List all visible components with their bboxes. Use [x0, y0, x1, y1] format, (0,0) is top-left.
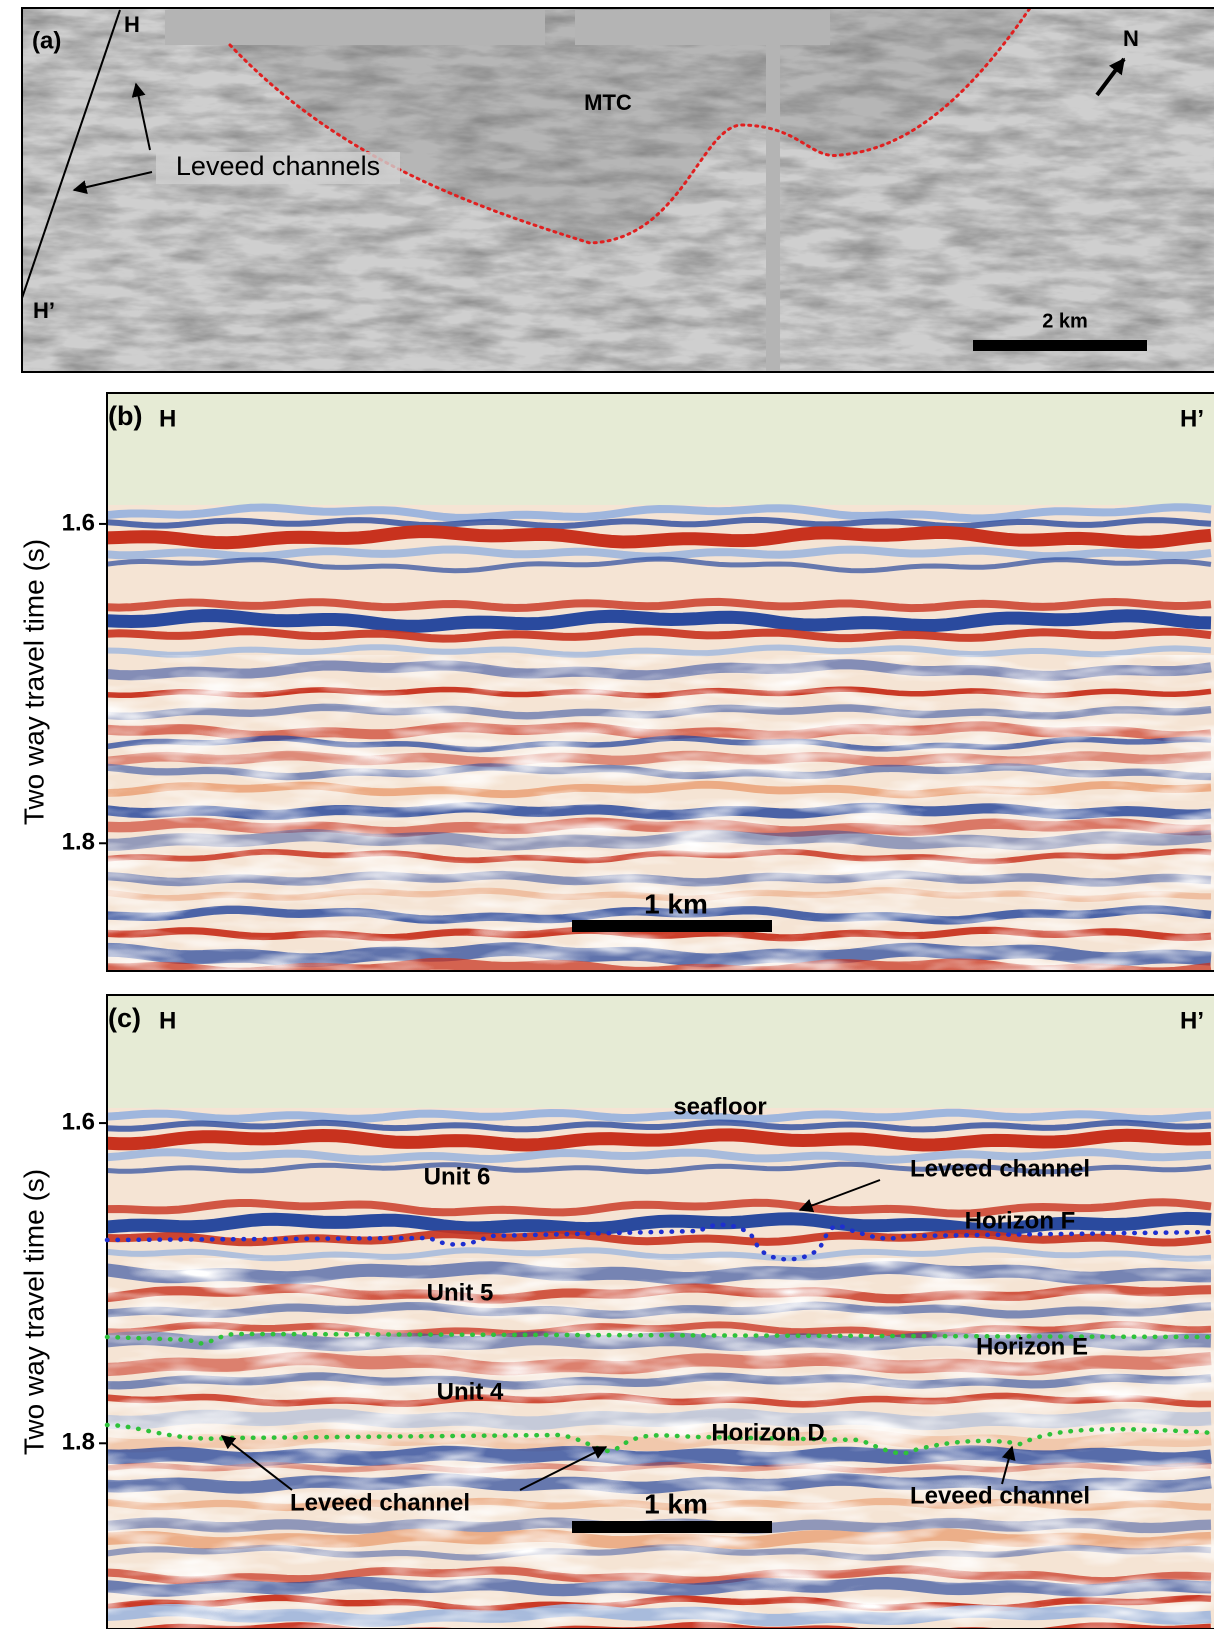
- reflector: [107, 503, 1212, 523]
- panel-label: (b): [108, 401, 142, 431]
- annotation: Horizon E: [976, 1333, 1088, 1360]
- section-end: H’: [1180, 1007, 1204, 1034]
- annotation: Leveed channel: [290, 1489, 470, 1516]
- reflector: [107, 1148, 1212, 1164]
- panel-label: (c): [108, 1003, 141, 1033]
- scale-label: 2 km: [1042, 310, 1088, 332]
- annotation: Unit 6: [424, 1163, 491, 1190]
- mtc-boundary: [228, 8, 1032, 245]
- reflector: [107, 1108, 1212, 1124]
- pointer-arrow: [1001, 1445, 1016, 1485]
- label-backdrop: [156, 152, 400, 184]
- seismic-section: [107, 393, 1214, 993]
- pointer-arrow: [72, 171, 153, 194]
- section-end: H’: [33, 298, 55, 323]
- reflector: [107, 516, 1212, 530]
- reflector: [107, 597, 1212, 613]
- pointer-arrow: [131, 82, 151, 151]
- seismic-noise: [107, 655, 1214, 971]
- section-line: [22, 9, 121, 299]
- reflector: [107, 1161, 1212, 1175]
- reflector: [107, 644, 1212, 658]
- data-gap: [165, 10, 545, 45]
- pointer-arrow: [798, 1179, 881, 1213]
- annotation: Unit 5: [427, 1279, 494, 1306]
- y-tick-label: 1.6: [62, 509, 95, 536]
- mtc-texture: [230, 8, 1030, 243]
- section-end: H’: [1180, 405, 1204, 432]
- section-start: H: [124, 12, 140, 37]
- pointer-arrow: [519, 1446, 608, 1491]
- annotation: seafloor: [673, 1093, 766, 1120]
- reflector: [107, 1128, 1212, 1152]
- panel-border: [106, 994, 1214, 1629]
- data-gap: [575, 10, 830, 45]
- reflector: [107, 1119, 1212, 1133]
- reflector: [107, 1211, 1212, 1237]
- panel-a: [22, 8, 1214, 372]
- scale-label: 1 km: [644, 1488, 708, 1519]
- seismic-section: [107, 995, 1214, 1629]
- reflector: [107, 1246, 1212, 1262]
- y-tick-label: 1.8: [62, 829, 95, 856]
- annotation: Horizon D: [711, 1419, 824, 1446]
- reflector: [107, 987, 1211, 993]
- panel-border: [21, 7, 1214, 373]
- data-gap: [766, 10, 780, 372]
- annotation: Unit 4: [437, 1378, 504, 1405]
- annotation: Leveed channel: [910, 1155, 1090, 1182]
- north-arrow: [1095, 57, 1126, 97]
- north-label: N: [1123, 26, 1139, 51]
- horizon-line: [104, 1222, 1214, 1262]
- scale-bar: [572, 920, 772, 932]
- horizon-line: [104, 1331, 1214, 1346]
- panel-border: [106, 392, 1214, 972]
- reflector: [107, 545, 1212, 561]
- panel-label: (a): [32, 27, 61, 54]
- y-tick-label: 1.6: [62, 1108, 95, 1135]
- reflector: [107, 556, 1212, 574]
- annotation: Leveed channel: [910, 1482, 1090, 1509]
- reflector: [107, 1229, 1212, 1247]
- pointer-arrow: [220, 1435, 293, 1491]
- reflector: [107, 525, 1212, 550]
- scale-bar: [572, 1521, 772, 1533]
- section-start: H: [159, 405, 176, 432]
- annotation: Horizon F: [965, 1207, 1076, 1234]
- seismic-noise: [107, 1258, 1214, 1629]
- map-texture: [22, 8, 1214, 372]
- section-start: H: [159, 1007, 176, 1034]
- reflector: [107, 627, 1212, 643]
- y-tick-label: 1.8: [62, 1429, 95, 1456]
- y-axis-label: Two way travel time (s): [18, 1169, 49, 1455]
- scale-bar: [973, 340, 1147, 351]
- reflector: [107, 608, 1212, 633]
- reflector: [107, 1198, 1212, 1218]
- scale-label: 1 km: [644, 888, 708, 919]
- channels-label: Leveed channels: [176, 151, 380, 181]
- mtc-label: MTC: [584, 90, 632, 115]
- y-axis-label: Two way travel time (s): [18, 539, 49, 825]
